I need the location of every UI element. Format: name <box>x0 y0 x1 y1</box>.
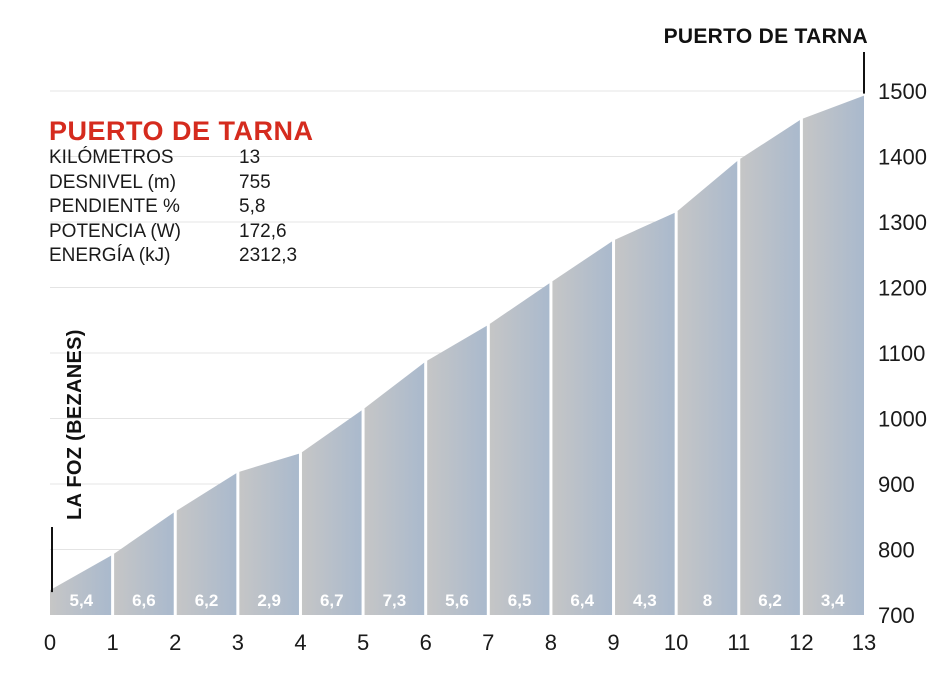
segment-gradient-label: 6,2 <box>758 591 782 610</box>
x-tick-label: 7 <box>482 630 494 655</box>
x-tick-label: 3 <box>232 630 244 655</box>
y-axis: 700 800 900 1000 1100 1200 1300 1400 1500 <box>878 79 927 628</box>
endpoint-markers <box>51 52 865 593</box>
area-segment <box>738 119 802 615</box>
x-tick-label: 2 <box>169 630 181 655</box>
x-tick-label: 13 <box>852 630 876 655</box>
x-tick-label: 1 <box>106 630 118 655</box>
area-segment <box>676 159 739 615</box>
y-tick-label: 1400 <box>878 145 927 170</box>
info-key: KILÓMETROS <box>49 147 174 168</box>
info-row: KILÓMETROS 13 <box>49 146 314 171</box>
segment-gradient-label: 6,7 <box>320 591 344 610</box>
info-key: PENDIENTE % <box>49 196 180 217</box>
info-value: 13 <box>239 147 261 168</box>
segment-gradient-label: 6,5 <box>508 591 532 610</box>
elevation-area <box>50 95 866 616</box>
area-segment <box>425 324 489 615</box>
info-value: 755 <box>239 171 271 193</box>
info-value: 2312,3 <box>239 245 298 266</box>
x-tick-label: 12 <box>789 630 813 655</box>
segment-gradient-label: 7,3 <box>383 591 407 610</box>
x-tick-label: 0 <box>44 630 56 655</box>
area-segment <box>613 212 677 616</box>
x-tick-label: 6 <box>420 630 432 655</box>
area-segment <box>50 554 113 615</box>
segment-gradient-label: 5,6 <box>445 591 469 610</box>
segment-gradient-label: 6,2 <box>195 591 219 610</box>
segment-gradient-label: 4,3 <box>633 591 657 610</box>
segment-gradient-label: 2,9 <box>257 591 281 610</box>
segment-gradient-labels: 5,4 6,6 6,2 2,9 6,7 7,3 5,6 6,5 6,4 4,3 8 6,2 3,4 <box>69 591 845 610</box>
y-tick-label: 1300 <box>878 210 927 235</box>
y-tick-label: 700 <box>878 603 915 628</box>
segment-gradient-label: 3,4 <box>821 591 845 610</box>
info-row: ENERGÍA (kJ) 2312,3 <box>49 244 314 269</box>
info-row: DESNIVEL (m) 755 <box>49 171 314 196</box>
start-label: LA FOZ (BEZANES) <box>64 329 86 520</box>
area-segment <box>550 240 614 615</box>
segment-gradient-label: 8 <box>703 591 712 610</box>
info-key: DESNIVEL (m) <box>49 171 177 193</box>
area-segment <box>112 511 176 615</box>
info-box: PUERTO DE TARNA KILÓMETROS 13 DESNIVEL (m… <box>49 116 314 269</box>
x-axis: 0 1 2 3 4 5 6 7 8 9 10 11 12 13 <box>44 630 876 655</box>
y-tick-label: 1200 <box>878 276 927 301</box>
area-segment <box>363 361 426 615</box>
segment-gradient-label: 5,4 <box>69 591 93 610</box>
segment-gradient-label: 6,4 <box>570 591 594 610</box>
x-tick-label: 11 <box>727 630 750 655</box>
info-title: PUERTO DE TARNA <box>49 116 314 146</box>
info-row: PENDIENTE % 5,8 <box>49 195 314 220</box>
area-segment <box>300 409 364 615</box>
info-key: POTENCIA (W) <box>49 220 181 242</box>
segment-gradient-label: 6,6 <box>132 591 156 610</box>
x-tick-label: 8 <box>545 630 557 655</box>
end-label: PUERTO DE TARNA <box>663 25 868 48</box>
y-tick-label: 1000 <box>878 407 927 432</box>
x-tick-label: 9 <box>607 630 619 655</box>
area-segment <box>488 282 551 615</box>
y-tick-label: 900 <box>878 472 915 497</box>
y-tick-label: 1100 <box>878 341 925 366</box>
info-row: POTENCIA (W) 172,6 <box>49 220 314 245</box>
x-tick-label: 5 <box>357 630 369 655</box>
info-key: ENERGÍA (kJ) <box>49 245 171 266</box>
area-segment <box>175 472 238 615</box>
x-tick-label: 10 <box>664 630 688 655</box>
y-tick-label: 1500 <box>878 79 927 104</box>
y-tick-label: 800 <box>878 538 915 563</box>
info-value: 5,8 <box>239 196 266 217</box>
area-segment <box>801 95 864 615</box>
x-tick-label: 4 <box>294 630 306 655</box>
area-segment <box>237 453 301 615</box>
info-value: 172,6 <box>239 220 287 242</box>
